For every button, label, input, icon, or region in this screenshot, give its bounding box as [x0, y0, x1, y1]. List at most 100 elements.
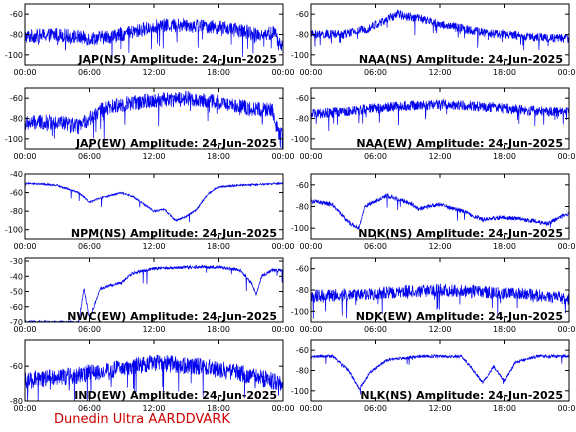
x-tick-label: 00:00	[299, 68, 322, 77]
x-tick-label: 00:00	[13, 325, 36, 334]
y-tick-label: -60	[10, 10, 23, 19]
x-tick-label: 12:00	[142, 68, 165, 77]
x-tick-label: 06:00	[364, 242, 387, 251]
panel-title: JAP(NS) Amplitude: 24-Jun-2025	[77, 53, 277, 66]
amplitude-panel: 00:00 06:00 12:00 18:00 00:00 -60 -80 -100 NAA(E…	[291, 87, 576, 161]
x-tick-label: 00:00	[271, 242, 294, 251]
x-tick-label: 18:00	[493, 68, 516, 77]
y-tick-label: -80	[10, 397, 23, 406]
x-tick-label: 00:00	[299, 404, 322, 413]
amplitude-panel: 00:00 06:00 12:00 18:00 00:00 -40 -60 -80 -100 NP…	[5, 170, 295, 251]
x-tick-label: 00:00	[557, 152, 576, 161]
amplitude-panel: 00:00 06:00 12:00 18:00 00:00 -60 -80 -100 JAP(N…	[5, 3, 295, 77]
x-tick-label: 00:00	[557, 68, 576, 77]
amplitude-trace	[311, 98, 569, 132]
amplitude-panel: 00:00 06:00 12:00 18:00 00:00 -60 -80 IND(EW) A…	[10, 339, 295, 413]
x-tick-label: 18:00	[207, 325, 230, 334]
y-tick-label: -100	[291, 224, 309, 233]
x-tick-label: 06:00	[78, 325, 101, 334]
x-tick-label: 00:00	[271, 325, 294, 334]
amplitude-panel: 00:00 06:00 12:00 18:00 00:00 -60 -80 -100 NAA(N…	[291, 3, 576, 77]
x-tick-label: 00:00	[299, 152, 322, 161]
x-tick-label: 00:00	[13, 404, 36, 413]
x-tick-label: 00:00	[13, 152, 36, 161]
x-tick-label: 00:00	[13, 242, 36, 251]
x-tick-label: 00:00	[299, 242, 322, 251]
y-tick-label: -60	[296, 346, 309, 355]
x-tick-label: 00:00	[299, 325, 322, 334]
amplitude-panel: 00:00 06:00 12:00 18:00 00:00 -60 -80 -100 NLK(N…	[291, 339, 576, 413]
x-tick-label: 18:00	[493, 152, 516, 161]
x-tick-label: 06:00	[78, 152, 101, 161]
x-tick-label: 00:00	[557, 325, 576, 334]
x-tick-label: 12:00	[428, 152, 451, 161]
x-tick-label: 12:00	[428, 325, 451, 334]
y-tick-label: -70	[10, 318, 23, 327]
y-tick-label: -100	[5, 226, 23, 235]
x-tick-label: 18:00	[207, 404, 230, 413]
x-tick-label: 00:00	[271, 404, 294, 413]
amplitude-trace	[311, 283, 569, 319]
x-tick-label: 12:00	[142, 242, 165, 251]
y-tick-label: -60	[10, 303, 23, 312]
x-tick-label: 00:00	[271, 152, 294, 161]
y-tick-label: -100	[291, 51, 309, 60]
amplitude-trace	[25, 90, 283, 149]
x-tick-label: 06:00	[78, 404, 101, 413]
panel-title: IND(EW) Amplitude: 24-Jun-2025	[74, 389, 277, 402]
x-tick-label: 12:00	[428, 404, 451, 413]
x-tick-label: 06:00	[364, 68, 387, 77]
x-tick-label: 12:00	[428, 68, 451, 77]
amplitude-trace	[25, 354, 283, 401]
panel-title: JAP(EW) Amplitude: 24-Jun-2025	[75, 137, 277, 150]
credit-label: Dunedin Ultra AARDDVARK	[54, 412, 230, 427]
x-tick-label: 00:00	[557, 404, 576, 413]
y-tick-label: -60	[296, 10, 309, 19]
x-tick-label: 18:00	[493, 404, 516, 413]
y-tick-label: -80	[10, 207, 23, 216]
x-tick-label: 18:00	[493, 242, 516, 251]
y-tick-label: -100	[5, 135, 23, 144]
y-tick-label: -80	[296, 367, 309, 376]
panel-title: NDK(NS) Amplitude: 24-Jun-2025	[358, 227, 563, 240]
amplitude-trace	[311, 193, 569, 230]
panel-title: NAA(NS) Amplitude: 24-Jun-2025	[359, 53, 563, 66]
y-tick-label: -100	[291, 135, 309, 144]
x-tick-label: 06:00	[364, 404, 387, 413]
panel-title: NAA(EW) Amplitude: 24-Jun-2025	[356, 137, 563, 150]
x-tick-label: 18:00	[493, 325, 516, 334]
panel-title: NWC(EW) Amplitude: 24-Jun-2025	[67, 310, 277, 323]
y-tick-label: -80	[296, 286, 309, 295]
y-tick-label: -60	[10, 189, 23, 198]
amplitude-trace	[25, 181, 283, 223]
x-tick-label: 12:00	[142, 152, 165, 161]
amplitude-trace	[311, 353, 569, 395]
x-tick-label: 06:00	[78, 68, 101, 77]
y-tick-label: -80	[10, 31, 23, 40]
y-tick-label: -60	[296, 265, 309, 274]
panel-title: NLK(NS) Amplitude: 24-Jun-2025	[360, 389, 563, 402]
x-tick-label: 12:00	[142, 325, 165, 334]
y-tick-label: -80	[296, 31, 309, 40]
x-tick-label: 00:00	[557, 242, 576, 251]
x-tick-label: 18:00	[207, 68, 230, 77]
y-tick-label: -60	[296, 181, 309, 190]
x-tick-label: 06:00	[364, 325, 387, 334]
amplitude-panel: 00:00 06:00 12:00 18:00 00:00 -30 -40 -50 -60 -70…	[10, 257, 295, 334]
x-tick-label: 12:00	[428, 242, 451, 251]
y-tick-label: -60	[10, 94, 23, 103]
x-tick-label: 06:00	[78, 242, 101, 251]
y-tick-label: -40	[10, 170, 23, 179]
amplitude-trace	[25, 18, 283, 59]
x-tick-label: 00:00	[13, 68, 36, 77]
y-tick-label: -80	[296, 203, 309, 212]
x-tick-label: 00:00	[271, 68, 294, 77]
y-tick-label: -60	[296, 94, 309, 103]
panel-title: NPM(NS) Amplitude: 24-Jun-2025	[71, 227, 277, 240]
y-tick-label: -40	[10, 272, 23, 281]
panel-title: NDK(EW) Amplitude: 24-Jun-2025	[356, 310, 563, 323]
y-tick-label: -50	[10, 288, 23, 297]
y-tick-label: -80	[10, 115, 23, 124]
y-tick-label: -100	[5, 51, 23, 60]
